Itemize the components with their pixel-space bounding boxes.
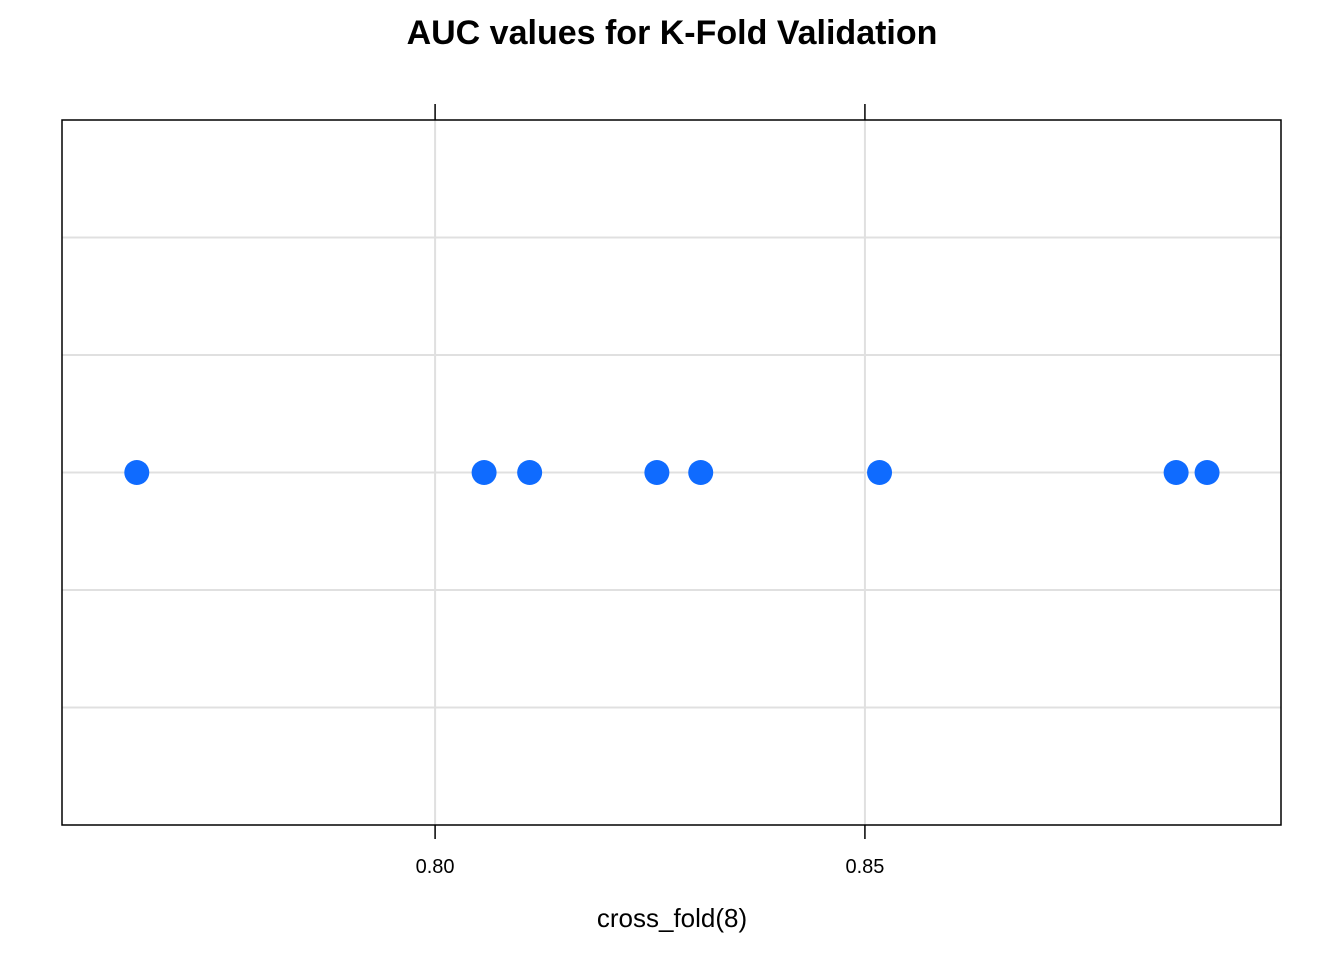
data-point [1194,460,1220,485]
data-point [867,460,893,485]
data-point [124,460,150,485]
x-tick-label: 0.80 [416,856,455,878]
data-point [1163,460,1189,485]
data-point [688,460,714,485]
data-point [644,460,670,485]
points [124,460,1220,485]
data-point [517,460,543,485]
grid [62,120,1281,825]
plot-frame [61,119,1282,826]
x-tick-label: 0.85 [845,856,884,878]
x-axis-label: cross_fold(8) [597,903,747,933]
chart-title: AUC values for K-Fold Validation [407,14,938,52]
x-axis: 0.80 0.85 [416,104,884,878]
data-point [471,460,497,485]
